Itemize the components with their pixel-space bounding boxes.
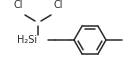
Text: Cl: Cl: [53, 0, 63, 10]
Text: Cl: Cl: [13, 0, 23, 10]
Text: H₂Si: H₂Si: [17, 35, 37, 45]
